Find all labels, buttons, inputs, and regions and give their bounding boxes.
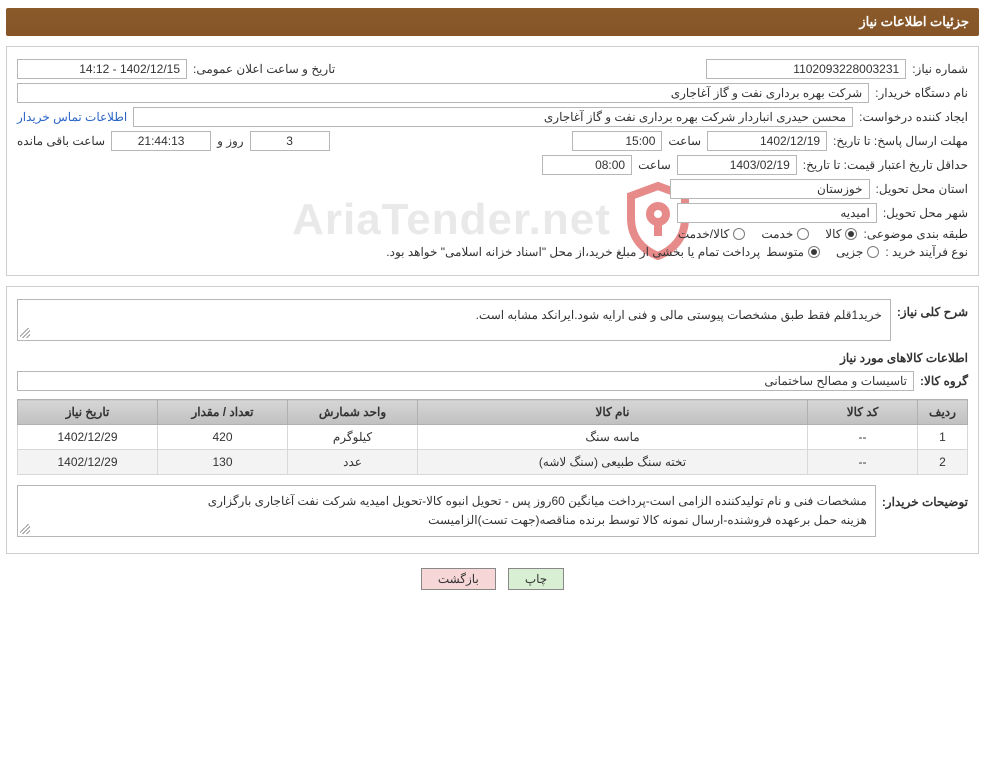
price-validity-date: 1403/02/19 [677,155,797,175]
cell-row: 2 [918,450,968,475]
buyer-notes-line2: هزینه حمل برعهده فروشنده-ارسال نمونه کال… [26,511,867,530]
page-title-bar: جزئیات اطلاعات نیاز [6,8,979,36]
delivery-province-value: خوزستان [670,179,870,199]
table-header-row: ردیف کد کالا نام کالا واحد شمارش تعداد /… [18,400,968,425]
deadline-days-and-label: روز و [217,134,244,148]
requester-label: ایجاد کننده درخواست: [859,110,968,124]
radio-dot-icon [733,228,745,240]
cell-qty: 130 [158,450,288,475]
purchase-type-note: پرداخت تمام یا بخشی از مبلغ خرید،از محل … [386,245,760,259]
delivery-province-label: استان محل تحویل: [876,182,968,196]
th-need-date: تاریخ نیاز [18,400,158,425]
deadline-remaining-label: ساعت باقی مانده [17,134,105,148]
cell-row: 1 [918,425,968,450]
cell-code: -- [808,425,918,450]
need-desc-textarea[interactable]: خرید1قلم فقط طبق مشخصات پیوستی مالی و فن… [17,299,891,341]
cell-code: -- [808,450,918,475]
cell-name: ماسه سنگ [418,425,808,450]
radio-motavaset-label: متوسط [766,245,804,259]
buyer-contact-link[interactable]: اطلاعات تماس خریدار [17,110,127,124]
buyer-notes-label: توضیحات خریدار: [882,495,968,509]
resize-handle-icon[interactable] [20,328,30,338]
page-title: جزئیات اطلاعات نیاز [859,14,969,29]
deadline-date: 1402/12/19 [707,131,827,151]
cell-unit: عدد [288,450,418,475]
th-row: ردیف [918,400,968,425]
resize-handle-icon[interactable] [20,524,30,534]
radio-motavaset[interactable]: متوسط [766,245,820,259]
radio-khadmat[interactable]: خدمت [761,227,809,241]
footer-actions: چاپ بازگشت [6,568,979,590]
radio-khadmat-label: خدمت [761,227,793,241]
radio-dot-icon [797,228,809,240]
deadline-time-label: ساعت [668,134,701,148]
radio-dot-icon [808,246,820,258]
goods-group-value: تاسیسات و مصالح ساختمانی [17,371,914,391]
need-info-panel: شماره نیاز: 1102093228003231 تاریخ و ساع… [6,46,979,276]
requester-value: محسن حیدری انباردار شرکت بهره برداری نفت… [133,107,853,127]
th-unit: واحد شمارش [288,400,418,425]
cell-unit: کیلوگرم [288,425,418,450]
radio-kala-label: کالا [825,227,841,241]
print-button[interactable]: چاپ [508,568,564,590]
announce-value: 1402/12/15 - 14:12 [17,59,187,79]
deadline-countdown: 21:44:13 [111,131,211,151]
table-row: 2 -- تخته سنگ طبیعی (سنگ لاشه) عدد 130 1… [18,450,968,475]
announce-label: تاریخ و ساعت اعلان عمومی: [193,62,335,76]
classification-radio-group: کالا خدمت کالا/خدمت [678,227,858,241]
price-validity-time-label: ساعت [638,158,671,172]
deadline-time: 15:00 [572,131,662,151]
buyer-org-label: نام دستگاه خریدار: [875,86,968,100]
th-code: کد کالا [808,400,918,425]
cell-need-date: 1402/12/29 [18,425,158,450]
th-qty: تعداد / مقدار [158,400,288,425]
need-number-value: 1102093228003231 [706,59,906,79]
deadline-days: 3 [250,131,330,151]
radio-kala-khadmat[interactable]: کالا/خدمت [678,227,745,241]
radio-kala[interactable]: کالا [825,227,857,241]
cell-name: تخته سنگ طبیعی (سنگ لاشه) [418,450,808,475]
cell-qty: 420 [158,425,288,450]
delivery-city-label: شهر محل تحویل: [883,206,968,220]
delivery-city-value: امیدیه [677,203,877,223]
need-number-label: شماره نیاز: [912,62,968,76]
th-name: نام کالا [418,400,808,425]
cell-need-date: 1402/12/29 [18,450,158,475]
price-validity-time: 08:00 [542,155,632,175]
deadline-label: مهلت ارسال پاسخ: تا تاریخ: [833,134,968,148]
items-table: ردیف کد کالا نام کالا واحد شمارش تعداد /… [17,399,968,475]
need-desc-label: شرح کلی نیاز: [897,305,968,319]
radio-dot-icon [845,228,857,240]
need-desc-text: خرید1قلم فقط طبق مشخصات پیوستی مالی و فن… [476,308,882,322]
purchase-type-radio-group: جزیی متوسط [766,245,879,259]
need-details-panel: شرح کلی نیاز: خرید1قلم فقط طبق مشخصات پی… [6,286,979,554]
buyer-notes-textarea[interactable]: مشخصات فنی و نام تولیدکننده الزامی است-پ… [17,485,876,537]
radio-kala-khadmat-label: کالا/خدمت [678,227,729,241]
classification-label: طبقه بندی موضوعی: [863,227,968,241]
radio-jozei-label: جزیی [836,245,863,259]
goods-section-title: اطلاعات کالاهای مورد نیاز [17,351,968,365]
price-validity-label: حداقل تاریخ اعتبار قیمت: تا تاریخ: [803,158,968,172]
radio-jozei[interactable]: جزیی [836,245,879,259]
purchase-type-label: نوع فرآیند خرید : [885,245,968,259]
buyer-notes-line1: مشخصات فنی و نام تولیدکننده الزامی است-پ… [26,492,867,511]
buyer-org-value: شرکت بهره برداری نفت و گاز آغاجاری [17,83,869,103]
goods-group-label: گروه کالا: [920,374,968,388]
table-row: 1 -- ماسه سنگ کیلوگرم 420 1402/12/29 [18,425,968,450]
radio-dot-icon [867,246,879,258]
back-button[interactable]: بازگشت [421,568,496,590]
